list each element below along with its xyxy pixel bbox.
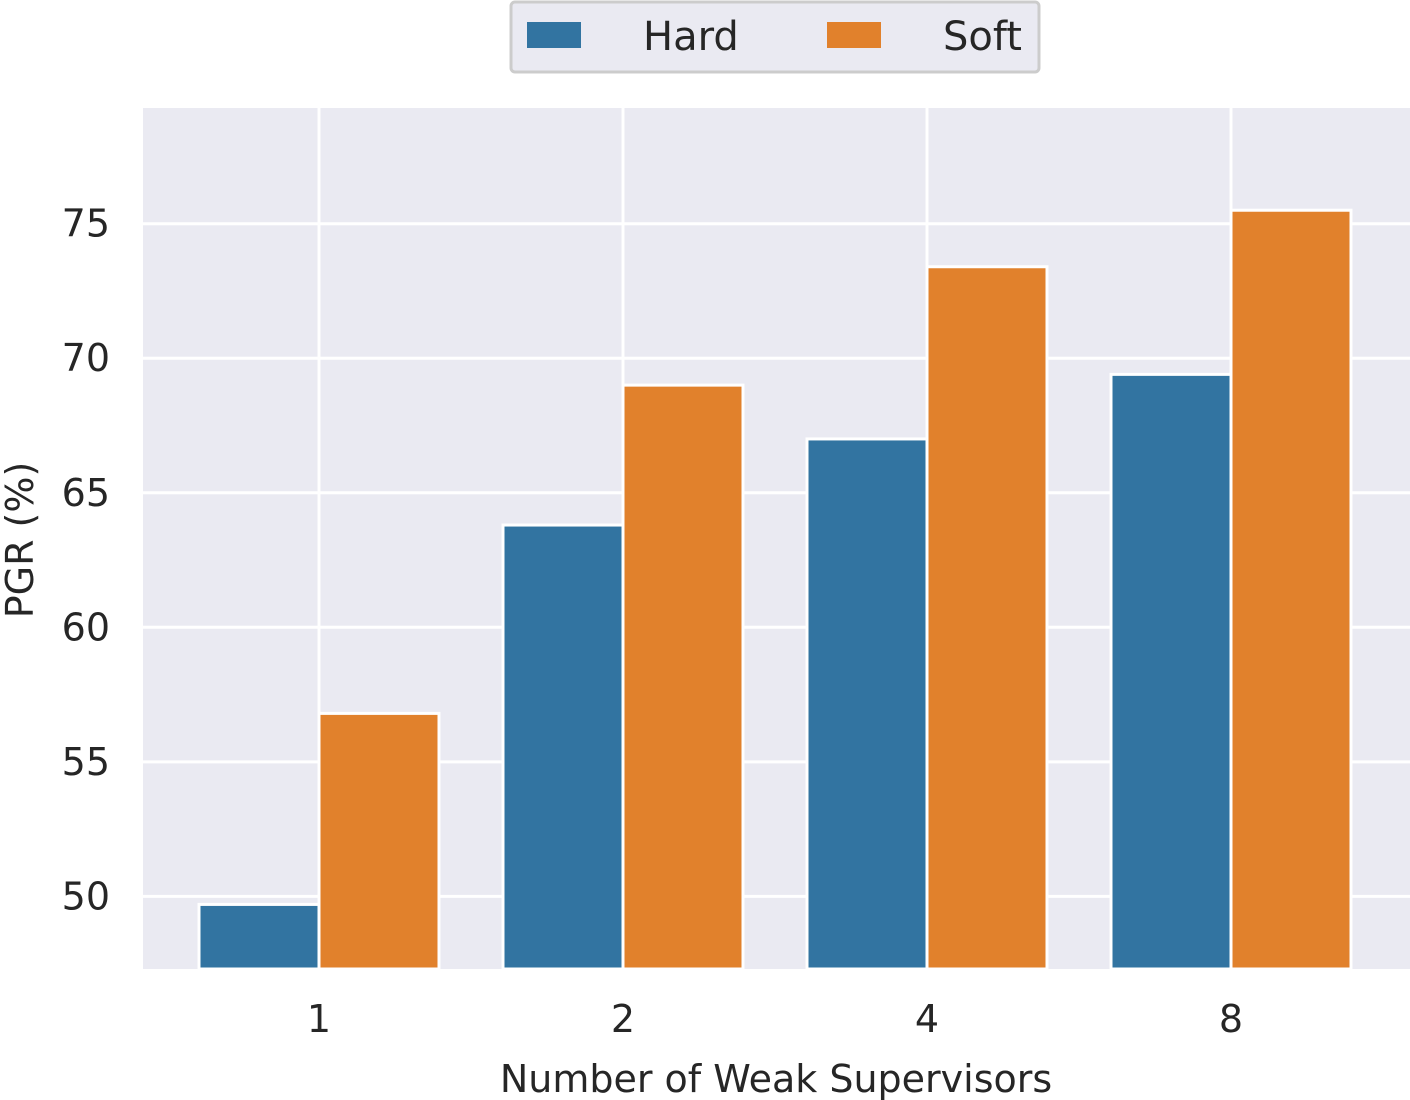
legend-swatch-hard xyxy=(527,22,581,48)
y-axis-ticks: 50 55 60 65 70 75 xyxy=(62,202,110,919)
legend-swatch-soft xyxy=(827,22,881,48)
legend: Hard Soft xyxy=(509,0,1041,74)
y-tick-label: 55 xyxy=(62,740,110,784)
x-tick-label: 1 xyxy=(307,997,331,1041)
bars xyxy=(197,208,1353,971)
legend-label-soft: Soft xyxy=(943,14,1022,60)
x-axis-ticks: 1 2 4 8 xyxy=(307,997,1243,1041)
y-tick-label: 70 xyxy=(62,336,110,380)
legend-box xyxy=(509,0,1041,74)
y-axis-label: PGR (%) xyxy=(0,462,42,619)
y-tick-label: 60 xyxy=(62,605,110,649)
bar-hard-8 xyxy=(1109,372,1233,971)
bar-hard-2 xyxy=(501,523,625,971)
x-tick-label: 8 xyxy=(1219,997,1243,1041)
y-tick-label: 65 xyxy=(62,471,110,515)
x-axis-label: Number of Weak Supervisors xyxy=(500,1057,1052,1100)
bar-hard-4 xyxy=(805,437,929,971)
bar-hard-1 xyxy=(197,902,321,971)
x-tick-label: 4 xyxy=(915,997,939,1041)
bar-soft-2 xyxy=(621,383,745,971)
bar-soft-8 xyxy=(1229,208,1353,971)
legend-label-hard: Hard xyxy=(643,14,739,60)
x-tick-label: 2 xyxy=(611,997,635,1041)
bar-soft-1 xyxy=(317,711,441,971)
y-tick-label: 75 xyxy=(62,202,110,246)
bar-soft-4 xyxy=(925,265,1049,971)
y-tick-label: 50 xyxy=(62,874,110,918)
